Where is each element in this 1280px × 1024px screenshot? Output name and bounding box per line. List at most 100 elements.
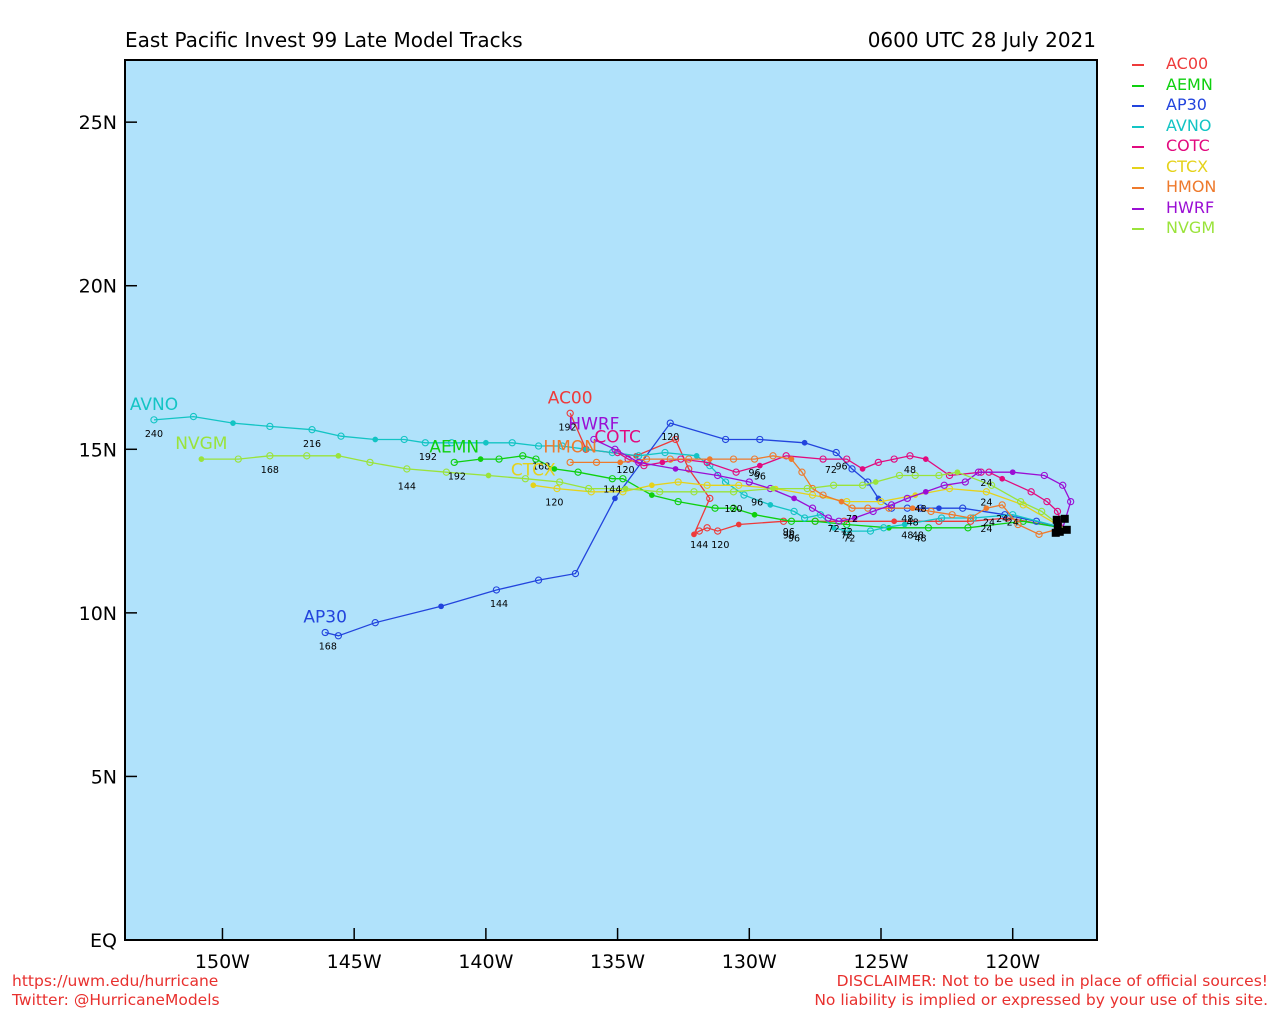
track-point	[574, 468, 582, 476]
track-point	[1009, 469, 1016, 476]
forecast-hour-label: 48	[914, 534, 926, 545]
track-point	[648, 482, 655, 489]
forecast-hour-label: 96	[783, 530, 795, 541]
y-tick-label: 10N	[79, 603, 117, 625]
track-point	[366, 458, 374, 467]
model-tracks	[150, 409, 1075, 640]
x-tick-label: 140W	[458, 951, 513, 973]
track-point	[848, 465, 856, 473]
y-tick-label: 20N	[79, 276, 117, 298]
track-point	[234, 455, 242, 463]
track-point	[983, 505, 990, 512]
track-point	[909, 505, 916, 512]
track-hwrf	[590, 435, 1075, 528]
track-point	[927, 507, 935, 516]
track-point	[735, 521, 742, 528]
footer-twitter[interactable]: Twitter: @HurricaneModels	[12, 991, 220, 1009]
track-point	[308, 426, 316, 434]
track-point	[551, 466, 558, 472]
forecast-hour-label: 120	[724, 504, 742, 515]
track-point	[266, 422, 274, 431]
track-point	[1040, 471, 1048, 480]
track-point	[635, 458, 643, 467]
track-point	[671, 435, 680, 444]
track-end-label: AP30	[303, 607, 347, 627]
track-point	[450, 458, 458, 467]
forecast-hour-label: 216	[303, 439, 321, 450]
legend-label: AEMN	[1166, 74, 1213, 94]
track-point	[672, 466, 679, 472]
legend-swatch	[1132, 105, 1144, 107]
footer-url[interactable]: https://uwm.edu/hurricane	[12, 972, 219, 990]
forecast-hour-label: 24	[1007, 517, 1019, 528]
forecast-hour-label: 48	[914, 504, 926, 515]
track-point	[788, 456, 795, 462]
track-point	[508, 439, 516, 447]
track-point	[640, 462, 648, 470]
legend-label: COTC	[1166, 136, 1210, 155]
track-point	[690, 488, 698, 496]
track-point	[189, 412, 198, 421]
track-point	[421, 439, 429, 447]
forecast-hour-label: 48	[912, 530, 924, 541]
initial-position-square	[1053, 522, 1062, 531]
track-point	[808, 504, 817, 512]
track-line	[570, 455, 1063, 535]
track-point	[745, 478, 753, 486]
track-point	[492, 586, 501, 594]
track-point	[619, 475, 627, 483]
track-point	[571, 569, 580, 578]
track-point	[848, 504, 856, 512]
track-point	[790, 507, 798, 516]
track-point	[936, 505, 942, 512]
track-point	[987, 481, 996, 489]
track-point	[864, 504, 872, 512]
track-point	[150, 416, 158, 424]
forecast-hour-label: 72	[843, 534, 855, 545]
track-point	[922, 488, 929, 495]
track-point	[1067, 497, 1075, 506]
track-labels: AC0024487296120144192AEMN244872961441681…	[130, 388, 1019, 652]
legend-swatch	[1132, 228, 1144, 230]
track-point	[824, 514, 832, 522]
track-point	[674, 497, 682, 506]
track-end-label: AC00	[548, 388, 593, 408]
track-point	[924, 524, 933, 532]
track-point	[335, 452, 342, 459]
track-point	[740, 491, 748, 499]
track-point	[642, 455, 651, 463]
track-point	[829, 481, 838, 489]
track-point	[1059, 481, 1067, 489]
forecast-hour-label: 48	[901, 530, 913, 541]
track-point	[403, 465, 411, 473]
track-point	[787, 517, 796, 525]
initial-position-marker	[1051, 514, 1071, 537]
track-point	[303, 452, 311, 460]
track-point	[721, 435, 730, 444]
track-point	[706, 494, 714, 503]
forecast-hour-label: 192	[558, 422, 576, 433]
legend-label: AC00	[1166, 54, 1209, 73]
forecast-hour-label: 96	[751, 498, 763, 509]
track-point	[819, 491, 827, 499]
track-nvgm	[198, 452, 1064, 529]
track-point	[321, 628, 329, 637]
track-point	[961, 478, 969, 486]
forecast-hour-label: 24	[996, 514, 1008, 525]
track-point	[891, 518, 898, 525]
axes: 150W 145W 140W 135W 130W 125W 120W EQ 5N 10N 15N 20…	[79, 112, 1041, 973]
track-point	[534, 576, 543, 584]
legend-swatch	[1132, 187, 1144, 189]
track-point	[779, 517, 788, 525]
track-point	[879, 524, 888, 532]
track-point	[729, 504, 738, 512]
x-tick-label: 130W	[722, 951, 777, 973]
track-point	[843, 527, 851, 535]
track-point	[1016, 497, 1025, 506]
track-point	[729, 455, 738, 463]
track-point	[617, 459, 624, 466]
track-point	[756, 462, 763, 469]
track-point	[858, 481, 867, 489]
track-avno	[150, 412, 1063, 535]
legend-swatch	[1132, 146, 1144, 148]
